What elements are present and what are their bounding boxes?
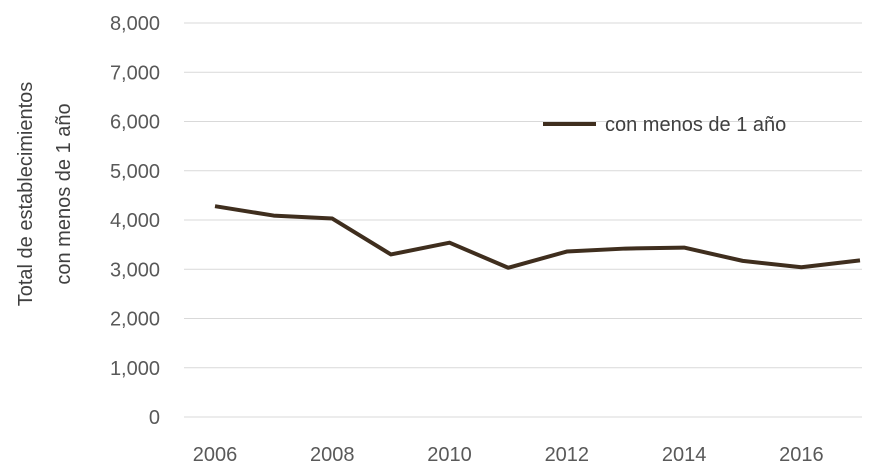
y-tick-label: 7,000 [110, 62, 160, 84]
y-axis-title-line2: con menos de 1 año [53, 103, 75, 284]
y-tick-label: 6,000 [110, 112, 160, 134]
x-tick-label: 2012 [545, 444, 590, 466]
y-tick-label: 5,000 [110, 161, 160, 183]
x-tick-label: 2010 [427, 444, 472, 466]
x-axis-ticks: 2006 2008 2010 2012 2014 2016 [193, 444, 824, 466]
x-tick-label: 2006 [193, 444, 238, 466]
y-tick-label: 8,000 [110, 13, 160, 35]
y-axis-title-line1: Total de establecimientos [15, 82, 37, 307]
y-tick-label: 1,000 [110, 358, 160, 380]
x-tick-label: 2014 [662, 444, 707, 466]
legend: con menos de 1 año [543, 114, 786, 136]
series-line [214, 204, 861, 270]
gridlines [184, 22, 862, 418]
legend-label: con menos de 1 año [605, 114, 786, 136]
y-tick-label: 0 [149, 407, 160, 429]
y-axis-ticks: 0 1,000 2,000 3,000 4,000 5,000 6,000 7,000 8,00… [110, 13, 160, 429]
y-tick-label: 2,000 [110, 309, 160, 331]
y-tick-label: 4,000 [110, 210, 160, 232]
x-tick-label: 2008 [310, 444, 355, 466]
series-layer [214, 204, 861, 270]
x-tick-label: 2016 [779, 444, 824, 466]
y-tick-label: 3,000 [110, 259, 160, 281]
y-axis-title: Total de establecimientos con menos de 1… [15, 82, 75, 307]
